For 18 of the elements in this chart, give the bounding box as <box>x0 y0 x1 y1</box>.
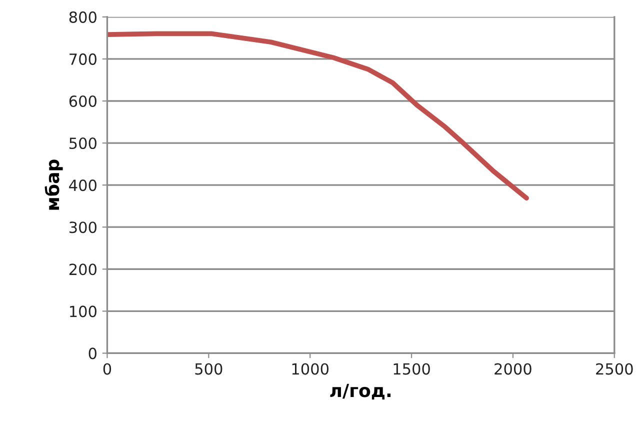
y-tick-label: 200 <box>69 264 96 276</box>
x-tick-label: 2500 <box>596 363 633 375</box>
x-tick-label: 2000 <box>494 363 532 375</box>
line-series <box>107 31 529 201</box>
y-tick-label: 600 <box>69 95 96 108</box>
x-tick-label: 500 <box>195 363 222 375</box>
y-tick-label: 0 <box>88 348 96 360</box>
y-tick-label: 400 <box>69 180 96 192</box>
y-axis-title: мбар <box>44 160 63 210</box>
y-tick-label: 300 <box>69 222 96 234</box>
x-tick-label: 0 <box>103 363 112 375</box>
y-tick-label: 100 <box>70 306 96 318</box>
y-tick-label: 500 <box>70 137 96 150</box>
x-tick-label: 1000 <box>292 363 329 375</box>
y-tick-label: 800 <box>69 11 96 23</box>
x-tick-label: 1500 <box>394 363 430 375</box>
x-axis-title: л/год. <box>330 384 391 400</box>
y-tick-label: 700 <box>70 53 96 65</box>
